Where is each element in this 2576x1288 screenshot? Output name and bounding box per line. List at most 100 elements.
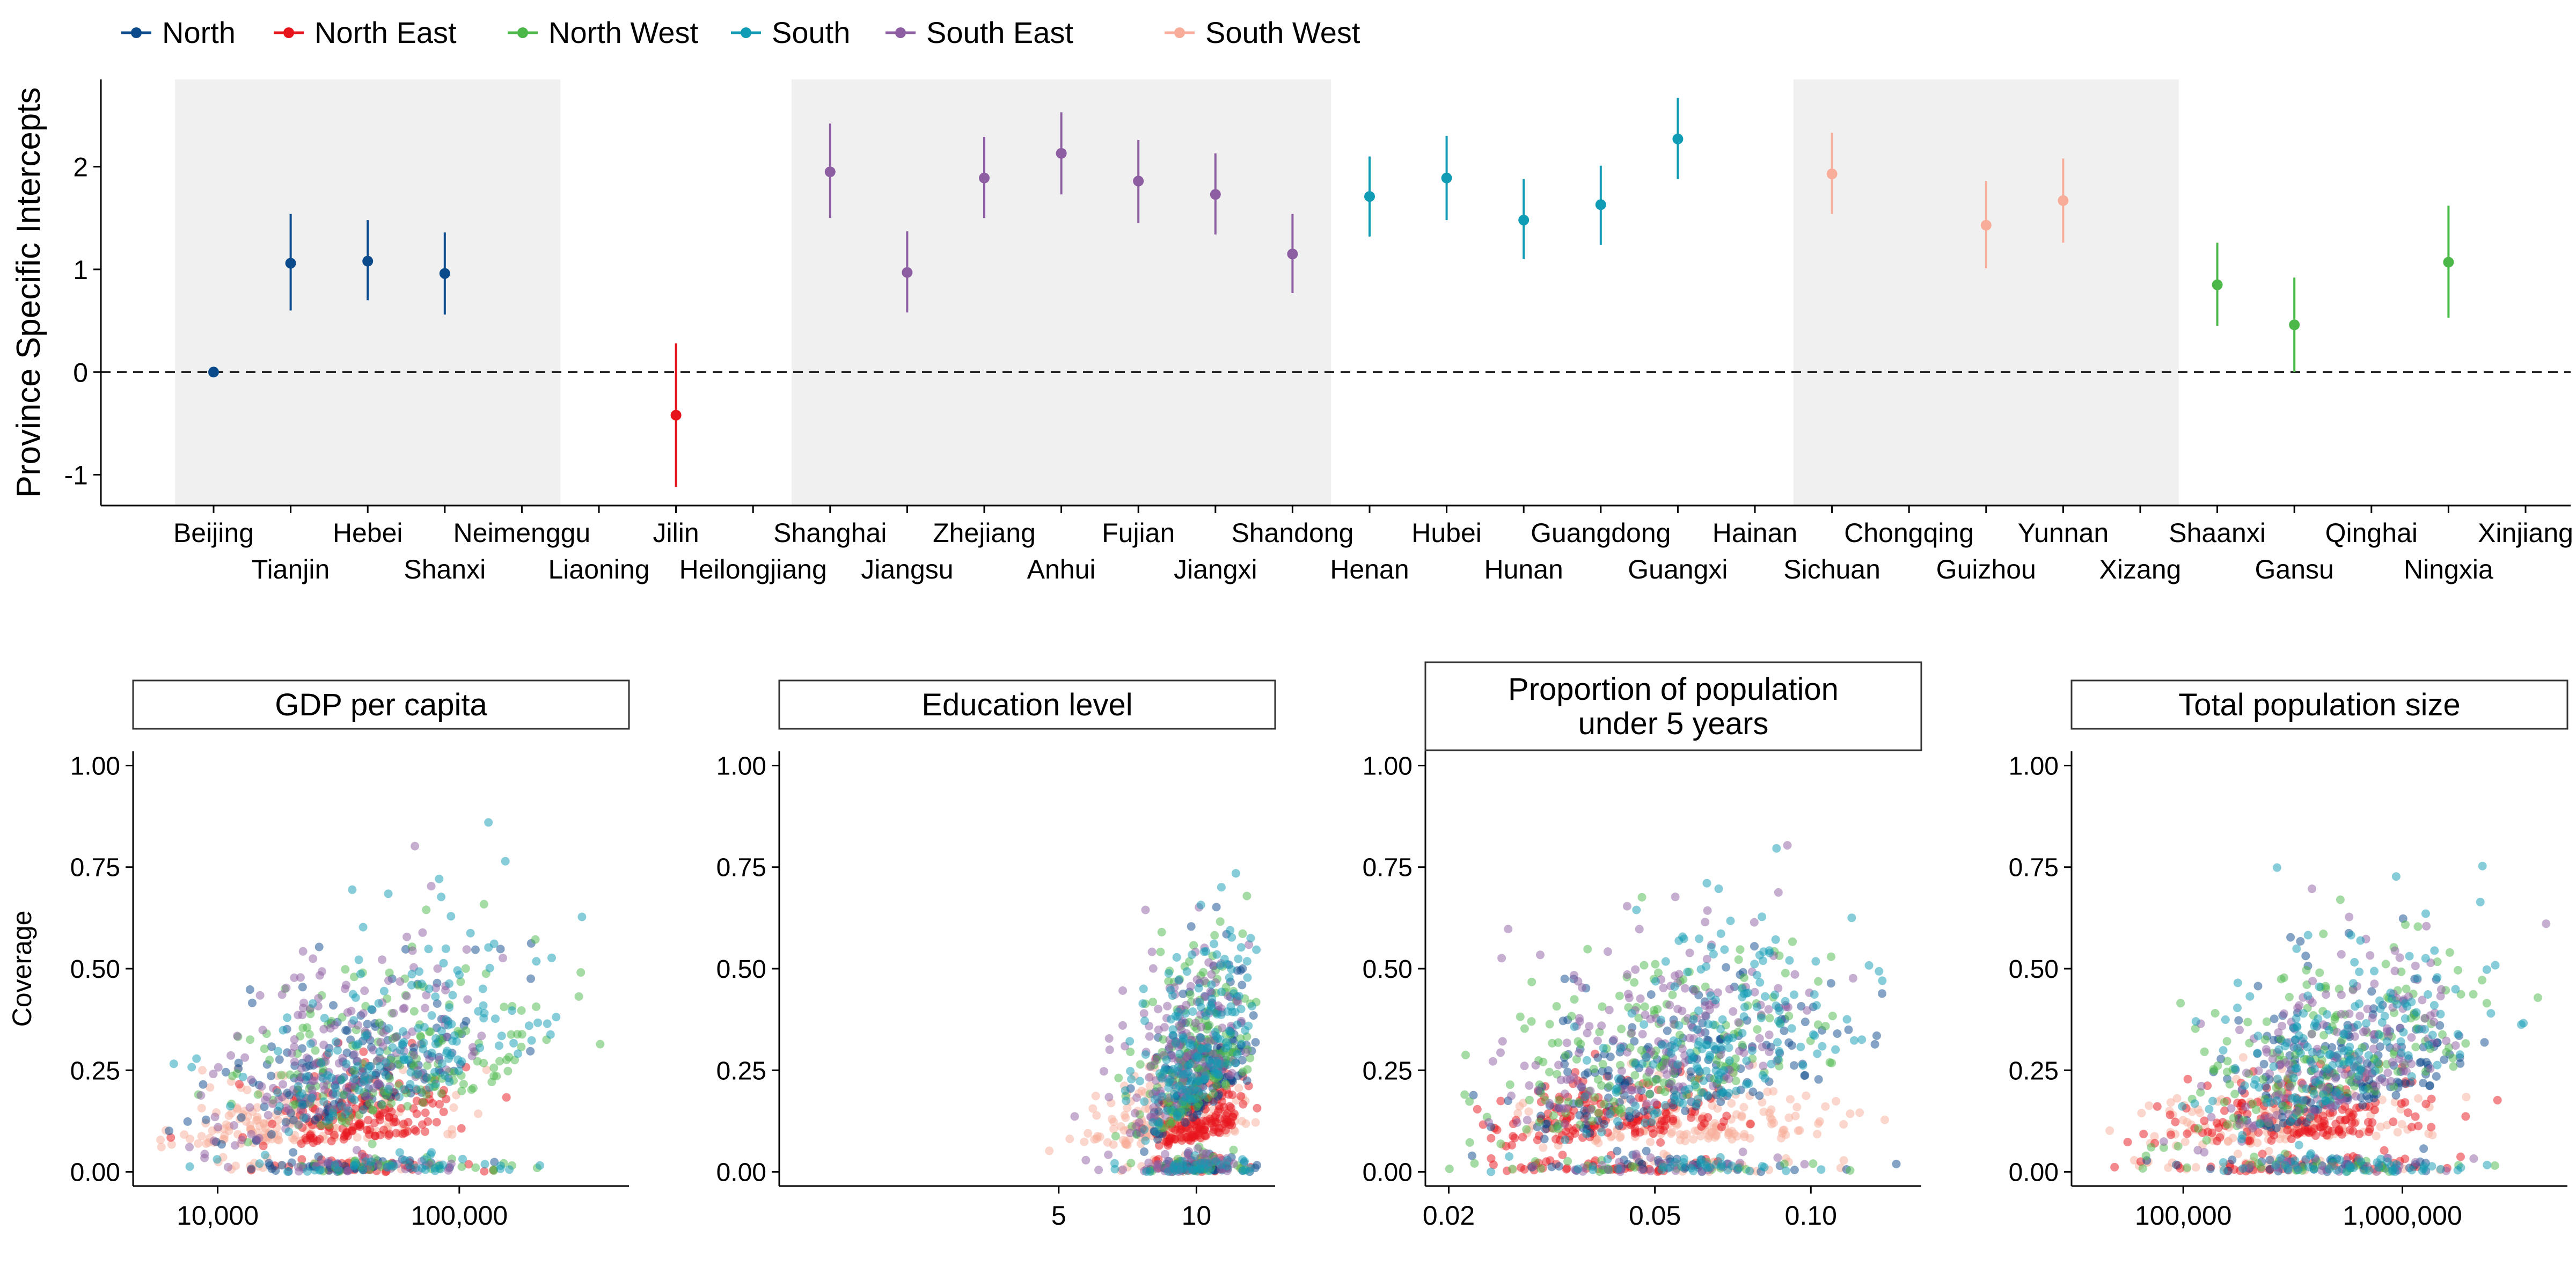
scatter-point	[354, 1086, 363, 1095]
scatter-point	[378, 955, 387, 964]
scatter-point	[2235, 1120, 2244, 1129]
scatter-point	[1145, 1073, 1154, 1082]
scatter-point	[1656, 1138, 1665, 1147]
scatter-point	[2272, 1124, 2281, 1132]
scatter-point	[2253, 1031, 2263, 1041]
scatter-point	[2424, 1041, 2433, 1050]
scatter-point	[264, 1110, 273, 1119]
scatter-point	[1212, 950, 1221, 959]
scatter-point	[1233, 1050, 1242, 1059]
scatter-point	[2302, 965, 2311, 975]
scatter-point	[497, 1031, 506, 1041]
scatter-point	[323, 1071, 332, 1080]
scatter-point	[1674, 1021, 1684, 1030]
scatter-point	[1680, 1086, 1689, 1095]
scatter-point	[220, 1131, 229, 1140]
scatter-point	[287, 1158, 296, 1167]
scatter-point	[1163, 1001, 1172, 1011]
scatter-point	[1220, 1119, 1229, 1128]
scatter-point	[2418, 996, 2427, 1005]
point-estimate	[1210, 189, 1221, 200]
scatter-point	[1198, 1149, 1208, 1158]
scatter-point	[1761, 992, 1769, 1001]
facet-title: GDP per capita	[275, 687, 487, 722]
scatter-point	[1790, 990, 1799, 999]
scatter-point	[1238, 1155, 1247, 1164]
scatter-point	[1687, 1056, 1696, 1065]
scatter-point	[1643, 1078, 1652, 1087]
scatter-point	[294, 1082, 303, 1091]
scatter-point	[513, 1030, 522, 1039]
scatter-point	[1507, 1091, 1516, 1100]
scatter-point	[362, 1092, 371, 1101]
scatter-point	[1203, 1037, 1212, 1046]
scatter-point	[421, 1127, 429, 1136]
scatter-point	[1197, 1044, 1206, 1053]
scatter-point	[200, 1153, 209, 1162]
scatter-point	[1780, 1026, 1789, 1035]
scatter-point	[482, 1065, 491, 1074]
scatter-point	[2180, 1137, 2190, 1146]
scatter-point	[517, 1042, 526, 1051]
scatter-point	[2440, 1055, 2449, 1064]
scatter-point	[2332, 1088, 2341, 1097]
scatter-point	[298, 1004, 308, 1013]
scatter-point	[1694, 1041, 1703, 1050]
scatter-point	[2307, 1030, 2316, 1038]
scatter-point	[2433, 1060, 2442, 1070]
scatter-point	[2250, 1152, 2259, 1161]
scatter-point	[1737, 1113, 1746, 1122]
scatter-point	[1626, 1114, 1635, 1122]
scatter-point	[412, 1126, 421, 1136]
intercept-shandong	[1287, 214, 1298, 293]
scatter-point	[1146, 1167, 1154, 1176]
scatter-point	[1678, 932, 1687, 941]
scatter-point	[1574, 1037, 1583, 1046]
scatter-point	[277, 1161, 287, 1170]
scatter-point	[1168, 1025, 1177, 1034]
scatter-point	[2167, 1130, 2176, 1139]
scatter-point	[2422, 921, 2431, 931]
scatter-point	[1650, 1098, 1659, 1107]
scatter-point	[2422, 1058, 2431, 1067]
x-tick-label-sichuan: Sichuan	[1783, 554, 1880, 584]
scatter-point	[1864, 961, 1874, 970]
scatter-point	[1196, 1133, 1205, 1143]
scatter-point	[1251, 1118, 1260, 1127]
scatter-point	[237, 1136, 246, 1145]
scatter-point	[1727, 1099, 1736, 1108]
scatter-point	[2159, 1137, 2168, 1146]
scatter-point	[1496, 1048, 1505, 1057]
scatter-point	[1196, 1033, 1205, 1042]
scatter-point	[2350, 1081, 2359, 1091]
scatter-point	[1642, 1099, 1651, 1108]
scatter-point	[1788, 937, 1797, 946]
scatter-point	[2448, 1053, 2457, 1063]
scatter-point	[1130, 1109, 1139, 1118]
scatter-point	[2190, 1099, 2199, 1108]
scatter-point	[1765, 1048, 1774, 1056]
scatter-point	[1617, 1066, 1626, 1075]
scatter-point	[2241, 1102, 2250, 1111]
scatter-point	[334, 1059, 343, 1068]
scatter-point	[1148, 964, 1158, 973]
scatter-point	[1207, 970, 1216, 979]
scatter-point	[1660, 1101, 1670, 1110]
scatter-point	[1705, 1050, 1714, 1059]
point-estimate	[902, 267, 913, 278]
scatter-point	[374, 1079, 383, 1088]
scatter-point	[1604, 947, 1612, 956]
scatter-point	[315, 1107, 324, 1116]
x-tick-label: 100,000	[411, 1201, 508, 1231]
scatter-point	[2123, 1138, 2132, 1147]
scatter-point	[426, 1027, 435, 1036]
scatter-point	[502, 1093, 511, 1102]
scatter-point	[1802, 1091, 1811, 1100]
scatter-point	[1740, 1132, 1749, 1141]
intercept-guangdong	[1595, 165, 1606, 245]
legend-item-south-east: South East	[885, 16, 1073, 49]
scatter-point	[1755, 1034, 1764, 1043]
scatter-point	[1567, 1012, 1576, 1021]
scatter-point	[1729, 1007, 1738, 1016]
